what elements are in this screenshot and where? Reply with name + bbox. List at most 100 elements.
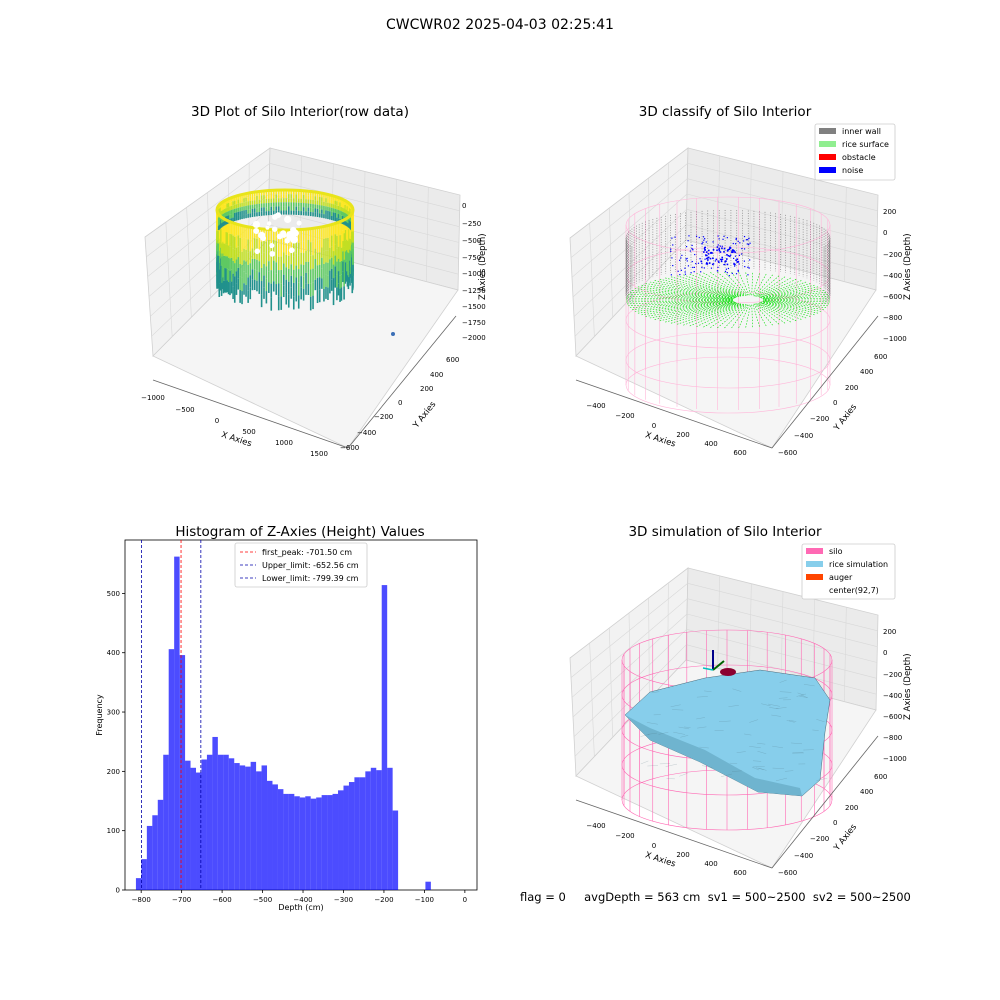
simulation-rice-mesh-edge bbox=[796, 693, 807, 697]
histogram-bar bbox=[354, 777, 360, 890]
classify-surface-ray bbox=[637, 286, 735, 299]
classify-noise-point bbox=[733, 257, 735, 259]
simulation-rice-mesh-edge bbox=[729, 762, 738, 764]
histogram-xtick-label: 0 bbox=[463, 896, 467, 904]
classify-x-ticks: −400 −200 0 200 400 600 bbox=[586, 402, 746, 457]
classify-z-axis-label: Z Axies (Depth) bbox=[903, 233, 913, 300]
simulation-rice-mesh-edge bbox=[696, 696, 708, 698]
classify-surface-ray bbox=[763, 297, 830, 301]
classify-surface-ray bbox=[752, 273, 760, 297]
simulation-y-ticks: −600 −400 −200 0 200 400 600 bbox=[778, 773, 887, 877]
classify-noise-point bbox=[711, 252, 713, 254]
simulation-rice-mesh-edge bbox=[757, 751, 767, 754]
classify-noise-point bbox=[728, 275, 730, 277]
classify-noise-point bbox=[687, 240, 689, 242]
classify-noise-point bbox=[747, 266, 749, 268]
simulation-axis-marker-y bbox=[712, 660, 725, 671]
raw-point-gap bbox=[269, 250, 276, 257]
classify-noise-point bbox=[681, 254, 683, 256]
histogram-bar bbox=[283, 793, 289, 890]
simulation-z-ticks: 200 0 −200 −400 −600 −800 −1000 bbox=[883, 628, 907, 763]
classify-surface-ray bbox=[757, 277, 791, 297]
classify-xtick: 200 bbox=[676, 431, 689, 439]
simulation-legend-swatch bbox=[806, 548, 823, 554]
classify-surface-ray bbox=[703, 303, 745, 328]
classify-noise-point bbox=[734, 255, 737, 257]
simulation-xtick: 0 bbox=[652, 842, 656, 850]
histogram-bar bbox=[332, 793, 339, 890]
classify-surface-ray bbox=[763, 299, 830, 303]
classify-noise-point bbox=[741, 247, 743, 250]
simulation-rice-mesh-edge bbox=[728, 705, 739, 707]
simulation-legend-label: auger bbox=[829, 573, 853, 582]
classify-surface-ray bbox=[632, 301, 734, 310]
classify-legend-label: inner wall bbox=[842, 127, 881, 136]
simulation-auger bbox=[702, 650, 736, 676]
classify-noise-point bbox=[700, 260, 703, 263]
raw-point-rim bbox=[215, 188, 355, 232]
histogram-legend: first_peak: -701.50 cm Upper_limit: -652.… bbox=[234, 542, 368, 588]
classify-surface-ray bbox=[738, 272, 750, 296]
classify-ytick: −400 bbox=[794, 432, 813, 440]
classify-surface-ray bbox=[629, 291, 734, 300]
histogram-bar bbox=[234, 763, 240, 890]
histogram-bar bbox=[425, 881, 431, 890]
histogram-xtick-label: −100 bbox=[415, 896, 434, 904]
simulation-x-axis-line bbox=[575, 799, 773, 869]
histogram-bar bbox=[310, 798, 317, 890]
classify-noise-point bbox=[724, 270, 727, 273]
raw-y-ticks: −600 −400 −200 0 200 400 600 bbox=[340, 356, 459, 452]
raw-ytick: −200 bbox=[374, 413, 393, 421]
raw-ztick: −500 bbox=[462, 237, 481, 245]
simulation-rice-mesh-edge bbox=[761, 703, 771, 707]
simulation-z-axis-label: Z Axies (Depth) bbox=[903, 653, 913, 720]
classify-noise-point bbox=[705, 251, 708, 253]
classify-plot-title: 3D classify of Silo Interior bbox=[638, 104, 812, 120]
classify-legend: inner wall rice surface obstacle noise bbox=[814, 123, 896, 181]
gridline bbox=[268, 224, 459, 275]
histogram-bar bbox=[217, 754, 224, 890]
simulation-rice-mesh-edge bbox=[757, 743, 766, 745]
histogram-bar bbox=[157, 799, 164, 890]
classify-noise-point bbox=[748, 267, 750, 269]
histogram-legend-label: Lower_limit: -799.39 cm bbox=[262, 574, 359, 583]
histogram-bars bbox=[135, 556, 431, 890]
simulation-rice-mesh-edge bbox=[753, 760, 762, 762]
simulation-legend-label: silo bbox=[829, 547, 843, 556]
raw-xtick: 500 bbox=[242, 428, 255, 436]
raw-ytick: 200 bbox=[420, 385, 433, 393]
raw-point-gap bbox=[265, 225, 270, 230]
classify-noise-point bbox=[721, 245, 723, 247]
classify-noise-point bbox=[702, 236, 705, 238]
raw-x-ticks: −1000 −500 0 500 1000 1500 bbox=[141, 394, 328, 458]
histogram-bar bbox=[223, 754, 229, 890]
classify-noise-point bbox=[672, 264, 674, 267]
histogram-bar bbox=[185, 760, 191, 890]
classify-surface-ray bbox=[637, 301, 735, 314]
simulation-rice-mesh-edge bbox=[651, 691, 660, 694]
classify-surface-ray bbox=[683, 303, 742, 326]
histogram-bar bbox=[206, 754, 213, 890]
classify-noise-point bbox=[679, 259, 681, 261]
classify-noise-point bbox=[703, 267, 705, 269]
classify-ztick: 0 bbox=[883, 229, 887, 237]
simulation-xtick: 200 bbox=[676, 851, 689, 859]
classify-surface-ray bbox=[649, 302, 737, 319]
simulation-rice-mesh-edge bbox=[816, 719, 825, 722]
classify-surface-ray bbox=[760, 284, 815, 299]
classify-noise-point bbox=[727, 267, 730, 270]
classify-noise-point bbox=[713, 263, 715, 265]
classify-legend-label: rice surface bbox=[842, 140, 889, 149]
classify-noise-point bbox=[748, 243, 750, 246]
classify-noise-point bbox=[726, 250, 729, 252]
simulation-xtick: 600 bbox=[733, 869, 746, 877]
classify-noise-point bbox=[721, 247, 723, 250]
classify-noise-point bbox=[707, 253, 710, 255]
simulation-axis-marker-x bbox=[702, 667, 714, 671]
classify-noise-point bbox=[717, 235, 719, 237]
classify-noise-point bbox=[730, 251, 733, 253]
raw-xtick: 1000 bbox=[275, 439, 293, 447]
classify-noise-point bbox=[737, 240, 739, 242]
classify-noise-point bbox=[701, 266, 703, 269]
classify-noise-point bbox=[692, 248, 694, 250]
